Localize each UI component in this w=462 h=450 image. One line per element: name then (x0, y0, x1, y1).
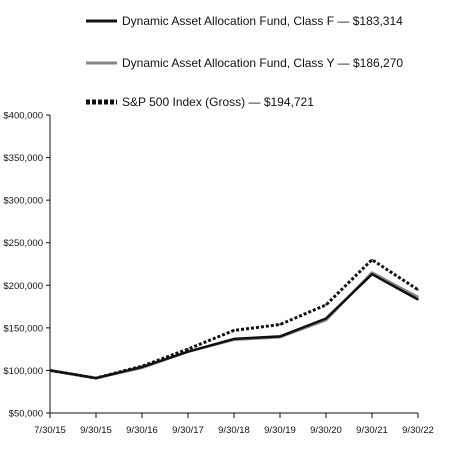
data-point (371, 258, 373, 261)
series-line-2 (49, 258, 419, 380)
data-point (187, 350, 189, 353)
legend-label-1: Dynamic Asset Allocation Fund, Class Y —… (122, 56, 403, 70)
series-line-0 (49, 272, 419, 380)
y-tick-label: $150,000 (3, 323, 43, 334)
x-tick-label: 7/30/15 (34, 425, 66, 436)
x-tick-label: 9/30/19 (264, 425, 296, 436)
legend-label-2: S&P 500 Index (Gross) — $194,721 (122, 95, 314, 109)
data-point (49, 369, 51, 372)
y-tick-label: $300,000 (3, 196, 43, 207)
series-layer (49, 258, 419, 380)
y-tick-label: $100,000 (3, 366, 43, 377)
data-point (417, 288, 419, 291)
legend-label-0: Dynamic Asset Allocation Fund, Class F —… (122, 14, 403, 28)
x-tick-label: 9/30/17 (172, 425, 204, 436)
data-point (417, 296, 419, 298)
y-tick-label: $250,000 (3, 238, 43, 249)
data-point (141, 366, 143, 368)
data-point (233, 338, 235, 340)
data-point (279, 323, 281, 326)
x-axis-ticks: 7/30/15 9/30/15 9/30/16 9/30/17 9/30/18 9/30/… (34, 413, 434, 436)
data-point (325, 304, 327, 306)
data-point (95, 377, 97, 379)
data-point (325, 317, 327, 320)
x-tick-label: 9/30/20 (310, 425, 342, 436)
data-point (233, 329, 235, 332)
x-tick-label: 9/30/18 (218, 425, 250, 436)
data-point (371, 271, 373, 274)
x-tick-label: 9/30/22 (402, 425, 434, 436)
y-tick-label: $350,000 (3, 153, 43, 164)
y-axis-ticks: $400,000 $350,000 $300,000 $250,000 $200,000… (3, 111, 50, 420)
legend: Dynamic Asset Allocation Fund, Class F —… (86, 14, 403, 109)
x-tick-label: 9/30/21 (356, 425, 388, 436)
axes (49, 115, 418, 414)
series-line-1 (49, 271, 419, 380)
data-point (417, 298, 419, 301)
y-tick-label: $400,000 (3, 111, 43, 122)
y-tick-label: $50,000 (9, 409, 43, 420)
x-tick-label: 9/30/16 (126, 425, 158, 436)
y-tick-label: $200,000 (3, 281, 43, 292)
x-tick-label: 9/30/15 (80, 425, 112, 436)
data-point (371, 273, 373, 276)
data-point (279, 335, 281, 338)
data-point (187, 348, 189, 350)
